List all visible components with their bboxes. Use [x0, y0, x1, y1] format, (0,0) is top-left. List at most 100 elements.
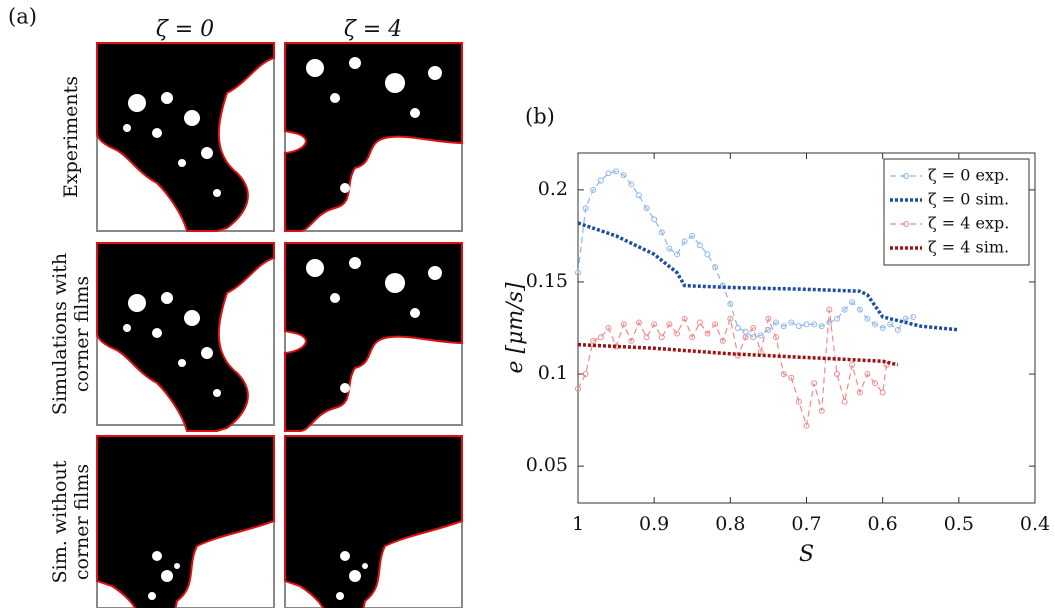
row-label: Experiments [60, 76, 82, 198]
x-tick-label: 0.5 [944, 513, 974, 535]
data-point [780, 371, 787, 378]
legend-label: ζ = 4 exp. [928, 214, 1009, 233]
image [96, 42, 275, 232]
data-point [696, 319, 703, 326]
panel-label: (a) [8, 5, 37, 29]
data-point [704, 330, 711, 337]
data-point [879, 325, 886, 331]
data-point [872, 321, 879, 328]
data-point [727, 301, 734, 308]
image [96, 435, 275, 608]
data-point [750, 334, 757, 341]
data-point [887, 321, 894, 328]
data-point [864, 371, 871, 378]
x-tick-label: 0.9 [639, 513, 669, 535]
series-line [577, 309, 888, 426]
row-label: corner films [71, 276, 93, 392]
data-point [811, 321, 818, 328]
data-point [833, 315, 840, 322]
data-point [833, 371, 840, 378]
data-point [780, 323, 787, 330]
data-point [628, 181, 635, 188]
data-point [620, 321, 627, 328]
data-point [894, 326, 901, 333]
x-tick-label: 1 [572, 513, 584, 535]
data-point [590, 337, 597, 344]
data-point [856, 389, 863, 396]
y-tick-label: 0.05 [526, 454, 568, 476]
data-point [643, 334, 650, 341]
data-point [582, 371, 589, 378]
image [284, 435, 463, 608]
data-point [582, 205, 589, 212]
column-label: ζ = 0 [156, 17, 214, 42]
data-point [643, 205, 650, 212]
data-point [575, 269, 581, 276]
data-point [803, 422, 810, 429]
data-point [666, 321, 673, 328]
series-line [577, 170, 914, 338]
y-axis-label: e [μm/s] [503, 282, 528, 373]
image [96, 242, 275, 432]
data-point [712, 321, 719, 328]
y-tick-label: 0.2 [538, 178, 568, 200]
data-point [795, 398, 802, 405]
data-point [651, 321, 658, 328]
data-point [658, 334, 665, 341]
x-axis-label: S [799, 542, 814, 567]
y-tick-label: 0.15 [526, 270, 568, 292]
data-point [597, 334, 604, 341]
data-point [605, 325, 612, 331]
data-point [674, 251, 681, 258]
data-point [910, 313, 917, 320]
row-label: corner films [71, 464, 93, 580]
data-point [597, 177, 604, 184]
data-point [788, 374, 795, 381]
data-point [788, 319, 795, 326]
data-point [628, 337, 635, 344]
data-point [689, 334, 696, 341]
data-point [704, 251, 711, 258]
data-point [734, 325, 741, 331]
row-label: Simulations with [49, 253, 71, 415]
data-point [635, 192, 642, 199]
data-point [864, 315, 871, 322]
data-point [841, 306, 848, 313]
x-tick-label: 0.8 [715, 513, 745, 535]
panel-label: (b) [525, 105, 555, 129]
data-point [826, 319, 833, 326]
y-tick-label: 0.1 [538, 362, 568, 384]
legend-label: ζ = 0 sim. [928, 190, 1009, 209]
data-point [651, 216, 658, 223]
data-point [620, 172, 627, 179]
data-point [689, 232, 696, 239]
data-point [712, 264, 719, 271]
data-point [757, 348, 764, 355]
data-point [879, 389, 886, 396]
data-point [590, 186, 597, 193]
data-point [803, 321, 810, 328]
data-point [575, 385, 581, 392]
x-tick-label: 0.4 [1020, 513, 1050, 535]
data-point [719, 337, 726, 344]
data-point [765, 315, 772, 322]
data-point [773, 334, 780, 341]
data-point [696, 242, 703, 249]
chart: 1 0.9 0.8 0.7 0.6 0.5 0.4 0.05 0.1 0.15 0.2 Se [μm/… [503, 105, 1050, 568]
data-point [605, 170, 612, 177]
data-point [613, 168, 620, 175]
image [284, 42, 463, 232]
data-point [635, 319, 642, 326]
data-point [742, 328, 749, 335]
legend-marker [903, 221, 909, 227]
data-point [757, 332, 764, 339]
legend-marker [903, 173, 909, 179]
data-point [681, 238, 688, 245]
legend-label: ζ = 4 sim. [928, 238, 1009, 257]
data-point [826, 306, 833, 313]
data-point [773, 319, 780, 326]
row-label: Sim. without [49, 460, 71, 583]
data-point [818, 407, 825, 414]
